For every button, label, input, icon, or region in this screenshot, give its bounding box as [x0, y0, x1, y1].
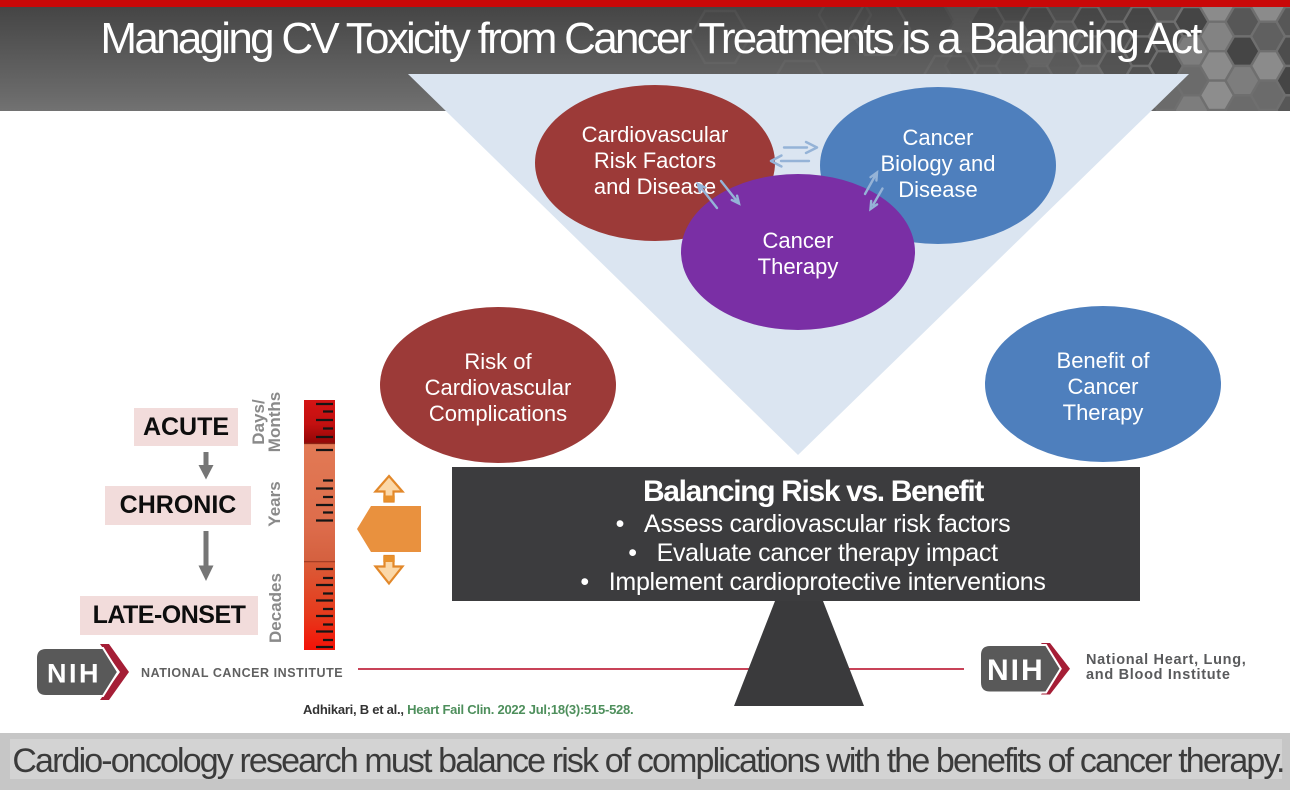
svg-text:NIH: NIH [47, 659, 101, 689]
svg-text:NIH: NIH [987, 654, 1045, 687]
